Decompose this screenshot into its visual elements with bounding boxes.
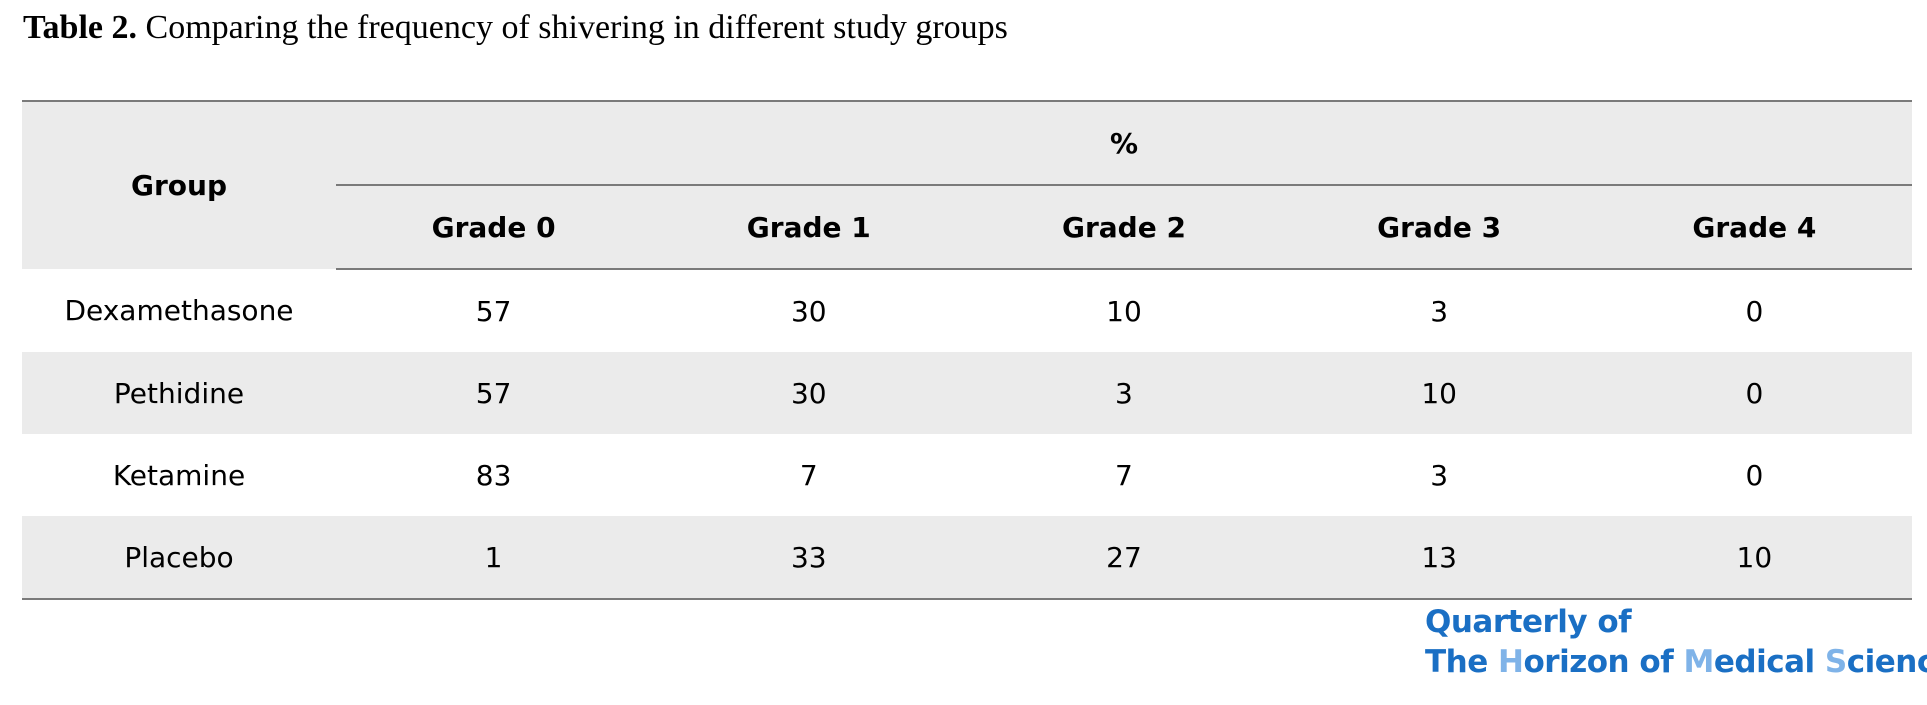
logo-part-highlight: M (1683, 644, 1715, 680)
shivering-frequency-table: Group % Grade 0 Grade 1 Grade 2 Grade 3 … (22, 100, 1912, 600)
grade-header: Grade 0 (336, 185, 652, 270)
group-cell: Pethidine (22, 352, 336, 434)
grade-header: Grade 4 (1596, 185, 1912, 270)
table-caption: Table 2. Comparing the frequency of shiv… (23, 6, 1008, 50)
journal-logo-line1: Quarterly of (1425, 604, 1632, 640)
logo-part-highlight: S (1824, 644, 1847, 680)
logo-part: ciences (1846, 644, 1927, 680)
value-cell: 30 (790, 294, 827, 328)
value-cell: 7 (1115, 458, 1133, 492)
table-caption-label: Table 2. (23, 9, 138, 46)
value-cell: 83 (475, 458, 512, 492)
value-cell: 33 (651, 516, 967, 599)
value-cell: 13 (1281, 516, 1597, 599)
logo-part-highlight: H (1498, 644, 1524, 680)
value-cell: 0 (1745, 458, 1764, 492)
value-cell: 10 (1281, 352, 1597, 434)
value-cell: 3 (1430, 458, 1449, 492)
value-cell: 3 (966, 352, 1282, 434)
grade-header: Grade 2 (966, 185, 1282, 270)
percent-header: % (336, 101, 1912, 186)
value-cell: 1 (336, 516, 652, 599)
journal-logo: Quarterly of The Horizon of Medical Scie… (1425, 602, 1927, 682)
value-cell: 10 (1106, 294, 1142, 328)
grade-header: Grade 3 (1281, 185, 1597, 270)
grade-header: Grade 1 (651, 185, 967, 270)
value-cell: 7 (799, 458, 818, 492)
group-column-header: Group (22, 101, 336, 269)
table-row: Ketamine 83 7 7 3 0 (22, 434, 1912, 516)
group-cell: Placebo (22, 516, 336, 599)
table-row: Placebo 1 33 27 13 10 (22, 516, 1912, 599)
value-cell: 57 (475, 294, 512, 328)
table-caption-text: Comparing the frequency of shivering in … (137, 9, 1008, 46)
group-cell: Dexamethasone (64, 294, 294, 327)
table-row: Pethidine 57 30 3 10 0 (22, 352, 1912, 434)
logo-part: The (1425, 644, 1499, 680)
value-cell: 10 (1596, 516, 1912, 599)
value-cell: 57 (336, 352, 652, 434)
group-cell: Ketamine (112, 458, 246, 492)
table-row: Dexamethasone 57 30 10 3 0 (22, 269, 1912, 352)
value-cell: 0 (1745, 294, 1764, 328)
logo-part: edical (1713, 644, 1825, 680)
value-cell: 27 (966, 516, 1282, 599)
value-cell: 30 (651, 352, 967, 434)
journal-logo-line2: The Horizon of Medical Sciences (1425, 642, 1927, 682)
value-cell: 0 (1596, 352, 1912, 434)
value-cell: 3 (1430, 294, 1449, 328)
logo-part: orizon of (1523, 644, 1684, 680)
